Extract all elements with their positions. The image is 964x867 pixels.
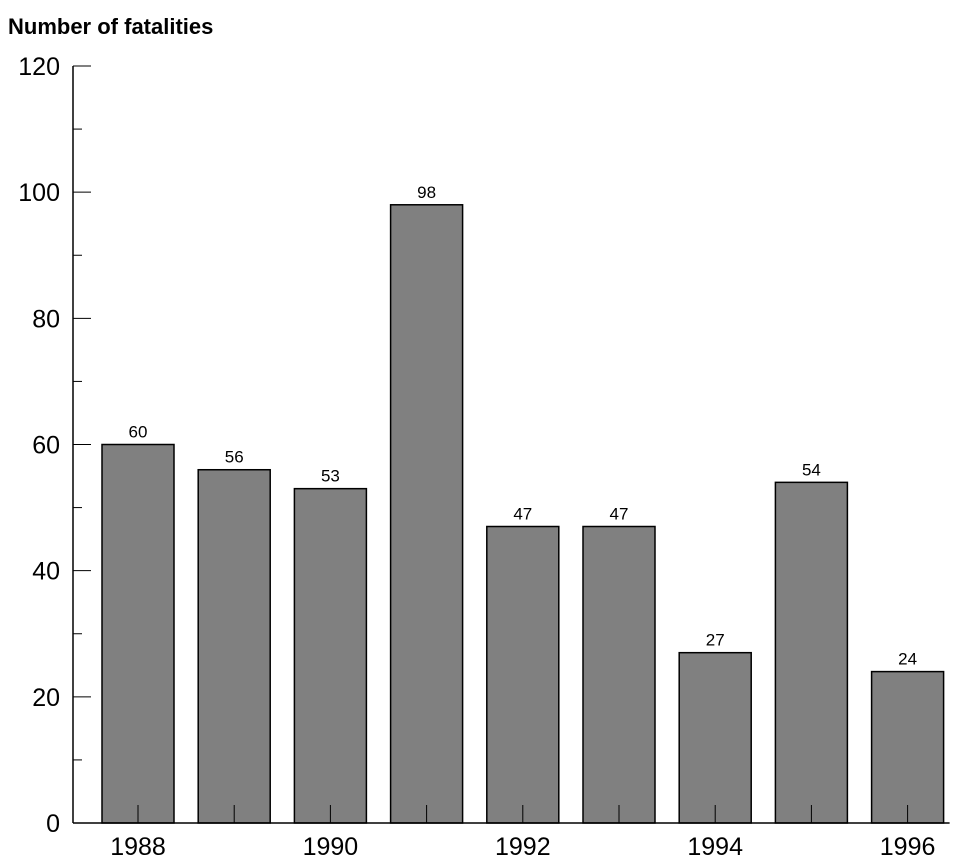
- data-label-1996: 24: [898, 650, 917, 669]
- y-tick-label: 100: [18, 179, 60, 207]
- x-tick-label: 1990: [303, 833, 359, 861]
- bar-1990: [293, 487, 368, 824]
- bar-1991: [389, 204, 464, 824]
- bar-1995: [774, 481, 849, 824]
- y-tick-label: 0: [46, 810, 60, 838]
- data-label-1990: 53: [321, 467, 340, 486]
- data-label-1995: 54: [802, 460, 821, 479]
- bar-1992: [486, 525, 560, 824]
- x-tick-label: 1996: [880, 833, 936, 861]
- data-label-1994: 27: [706, 631, 725, 650]
- y-tick-label: 20: [32, 684, 60, 712]
- x-axis: 1988 1990 1992 1994 1996: [73, 805, 950, 861]
- bars-group: 60 56 53 98 47 47 27 54 24: [101, 183, 945, 824]
- bar-1993: [582, 525, 656, 824]
- bar-1989: [197, 468, 271, 824]
- x-tick-label: 1994: [687, 833, 743, 861]
- y-axis-title: Number of fatalities: [8, 14, 213, 39]
- y-tick-label: 40: [32, 558, 60, 586]
- y-tick-label: 80: [32, 305, 60, 333]
- y-axis: 0 20 40 60 80 100 120: [18, 53, 91, 838]
- data-label-1993: 47: [610, 505, 629, 524]
- y-tick-label: 120: [18, 53, 60, 81]
- bar-1996: [870, 670, 945, 824]
- bar-1988: [101, 443, 175, 824]
- data-label-1989: 56: [225, 448, 244, 467]
- data-label-1991: 98: [417, 183, 436, 202]
- data-label-1992: 47: [513, 505, 532, 524]
- bar-1994: [678, 651, 752, 824]
- y-tick-label: 60: [32, 432, 60, 460]
- x-tick-label: 1992: [495, 833, 551, 861]
- data-label-1988: 60: [129, 423, 148, 442]
- x-tick-label: 1988: [110, 833, 166, 861]
